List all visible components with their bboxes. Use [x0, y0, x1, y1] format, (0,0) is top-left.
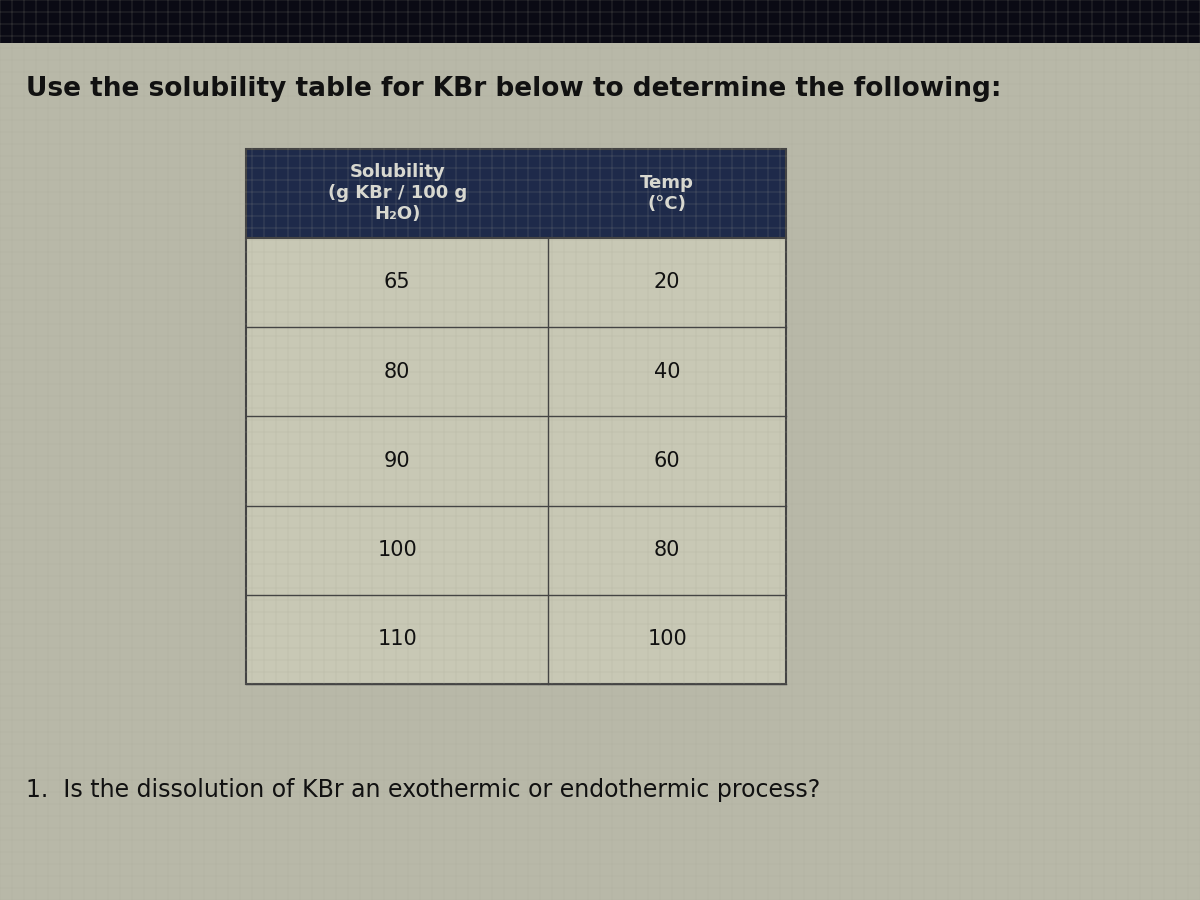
Text: Use the solubility table for KBr below to determine the following:: Use the solubility table for KBr below t… — [26, 76, 1002, 103]
Text: 20: 20 — [654, 273, 680, 292]
Text: 65: 65 — [384, 273, 410, 292]
Text: 100: 100 — [647, 629, 688, 650]
Text: 80: 80 — [654, 540, 680, 560]
Text: Solubility
(g KBr / 100 g
H₂O): Solubility (g KBr / 100 g H₂O) — [328, 163, 467, 223]
Bar — [246, 148, 786, 238]
Text: 100: 100 — [377, 540, 418, 560]
Text: 40: 40 — [654, 362, 680, 382]
Text: 110: 110 — [377, 629, 418, 650]
Text: 90: 90 — [384, 451, 410, 471]
Bar — [246, 148, 786, 684]
Text: 60: 60 — [654, 451, 680, 471]
Bar — [0, 0, 1200, 43]
Bar — [246, 506, 786, 595]
Text: 80: 80 — [384, 362, 410, 382]
Bar — [246, 327, 786, 416]
Text: Temp
(°C): Temp (°C) — [641, 174, 694, 212]
Bar — [246, 416, 786, 506]
Bar — [246, 238, 786, 327]
Bar — [246, 595, 786, 684]
Text: 1.  Is the dissolution of KBr an exothermic or endothermic process?: 1. Is the dissolution of KBr an exotherm… — [26, 778, 821, 803]
